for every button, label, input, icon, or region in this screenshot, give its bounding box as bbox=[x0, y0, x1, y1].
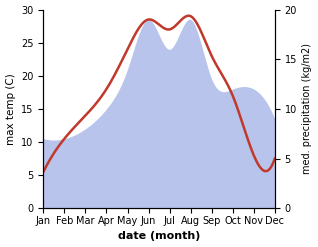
Y-axis label: med. precipitation (kg/m2): med. precipitation (kg/m2) bbox=[302, 43, 313, 174]
X-axis label: date (month): date (month) bbox=[118, 231, 200, 242]
Y-axis label: max temp (C): max temp (C) bbox=[5, 73, 16, 145]
